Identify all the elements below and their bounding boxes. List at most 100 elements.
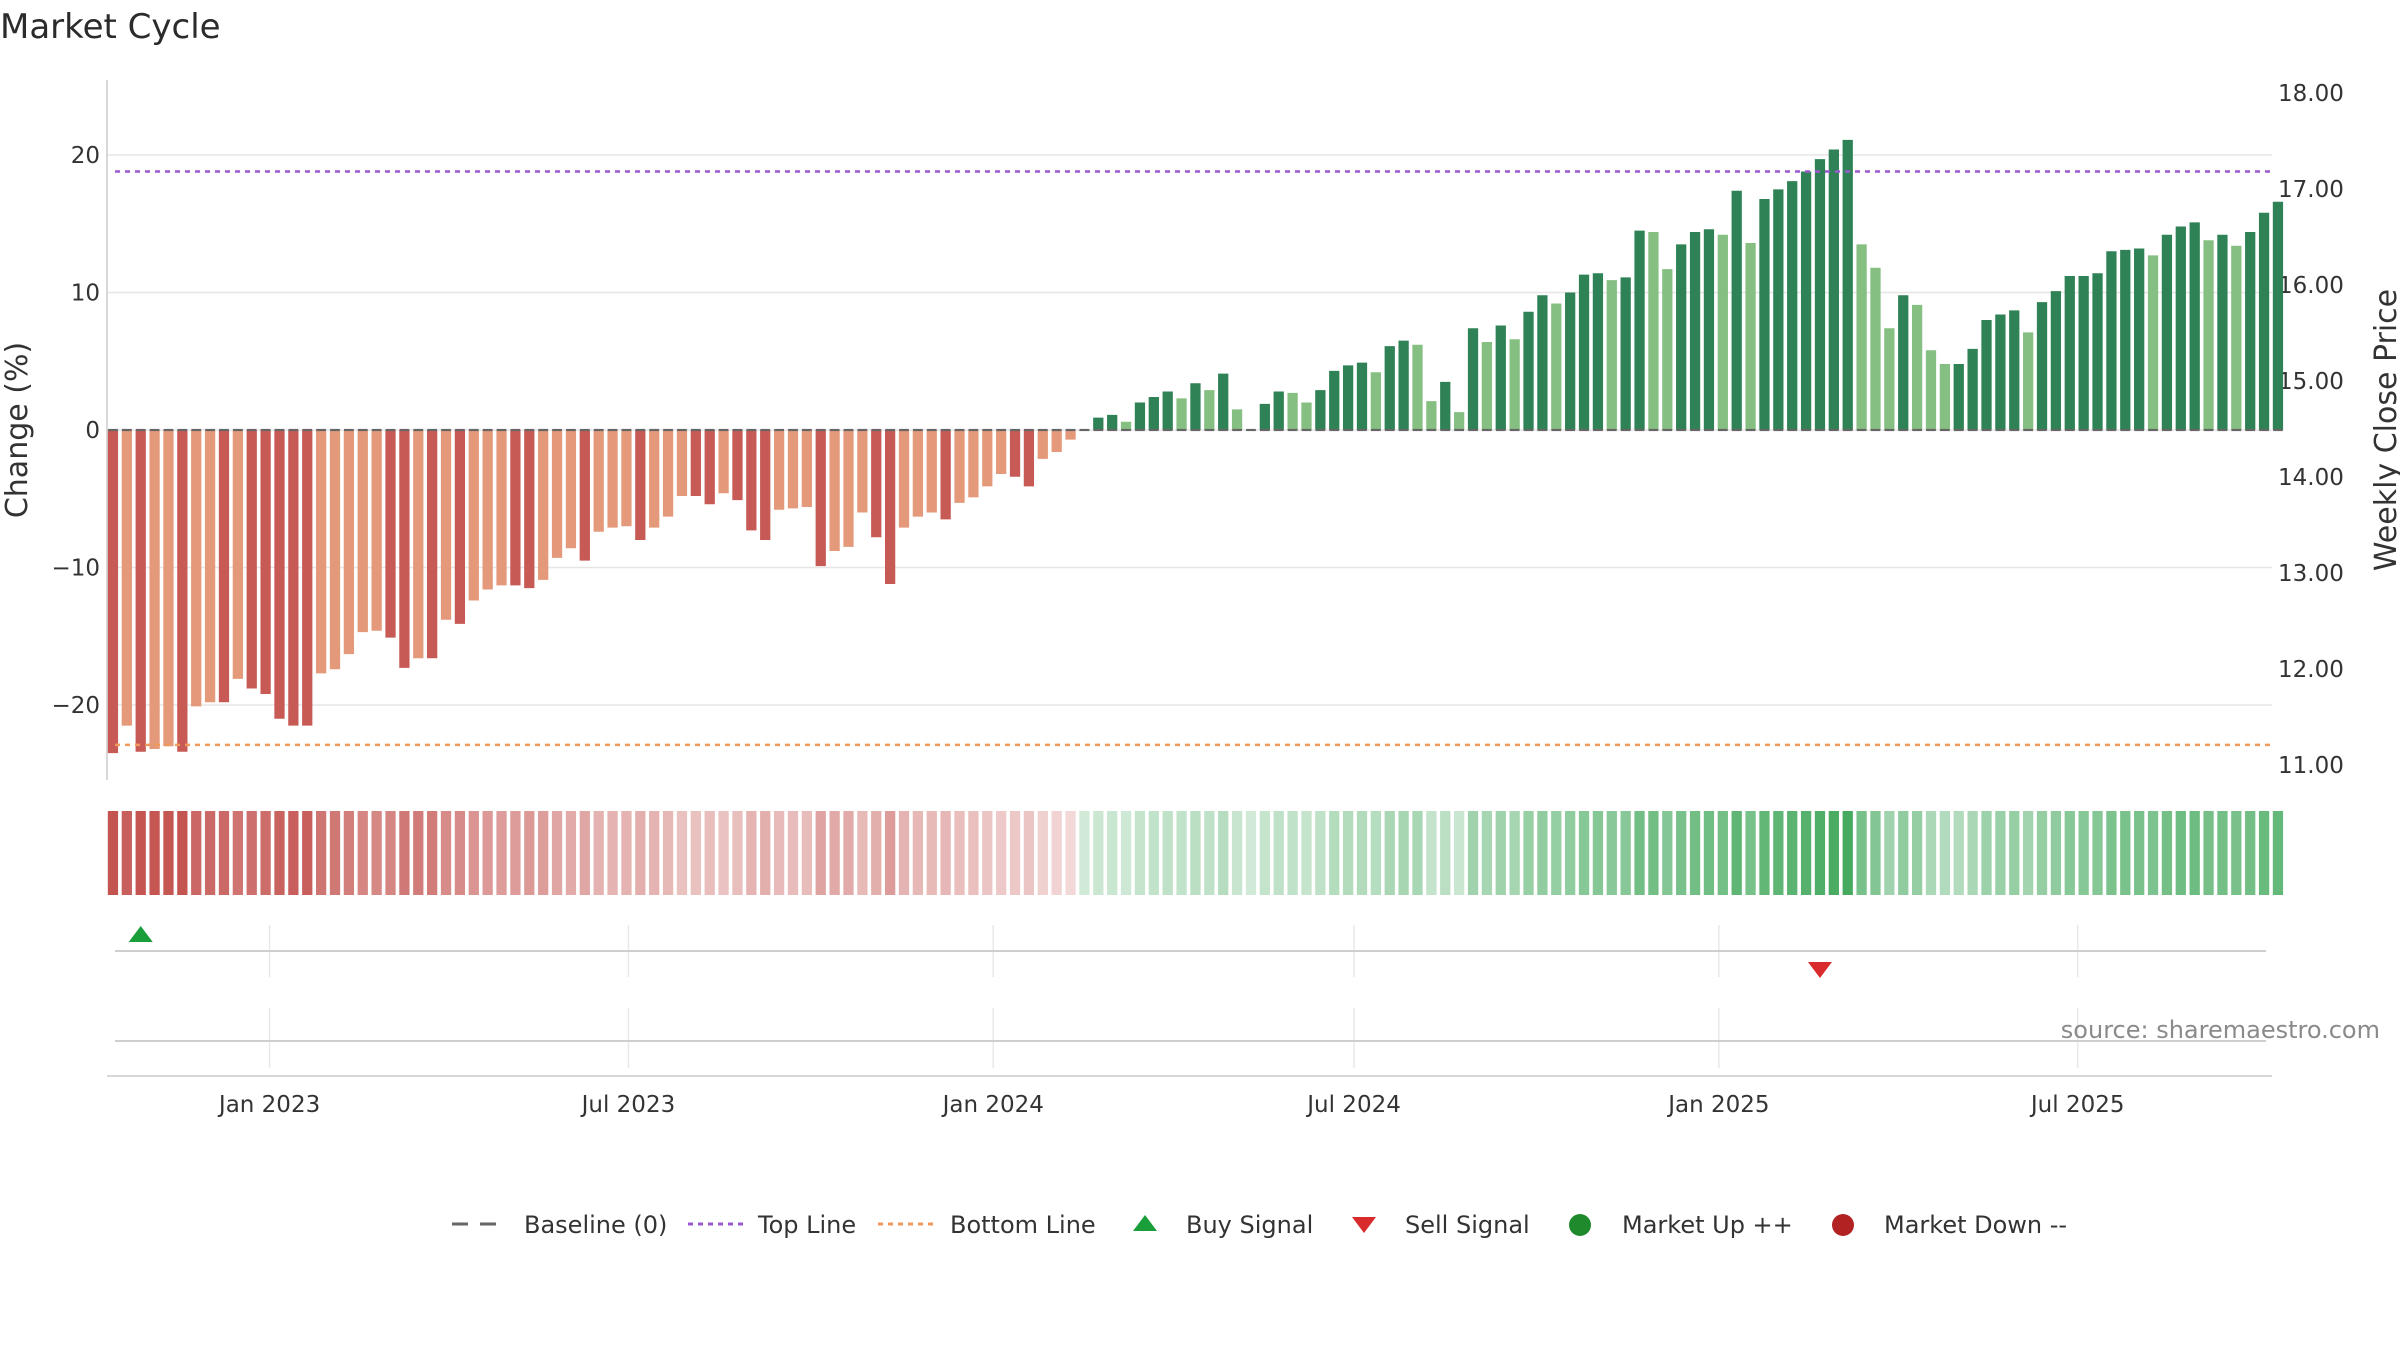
- heat-strip-cell: [371, 811, 382, 895]
- change-bar: [1842, 139, 1853, 430]
- y2-tick-label: 13.00: [2278, 561, 2344, 587]
- heat-strip-cell: [551, 811, 563, 895]
- heat-strip-cell: [1370, 811, 1381, 895]
- change-bar: [1370, 372, 1381, 430]
- heat-strip-cell: [1856, 811, 1867, 895]
- change-bar: [1967, 348, 1978, 430]
- change-bar: [1093, 417, 1104, 430]
- heat-strip-cell: [635, 811, 646, 895]
- change-bar: [551, 430, 563, 558]
- change-bar: [1176, 398, 1187, 430]
- change-bar: [1828, 149, 1839, 430]
- heat-strip-cell: [760, 811, 771, 895]
- change-bar: [2189, 222, 2200, 430]
- change-bar: [427, 430, 438, 659]
- legend-label-baseline: Baseline (0): [524, 1211, 667, 1239]
- legend-label-market-down: Market Down --: [1884, 1211, 2067, 1239]
- heat-strip-cell: [2120, 811, 2131, 895]
- change-bar: [829, 430, 840, 551]
- heat-strip-cell: [1342, 811, 1354, 895]
- change-bar: [607, 430, 618, 528]
- heat-strip-cell: [1648, 811, 1659, 895]
- change-bar: [843, 430, 854, 547]
- legend-item-buy-signal: Buy Signal: [1133, 1211, 1313, 1239]
- heat-strip-cell: [676, 811, 688, 895]
- heat-strip-cell: [1398, 811, 1409, 895]
- change-bar: [1717, 234, 1728, 430]
- change-bar: [1939, 364, 1951, 430]
- heat-strip-cell: [1412, 811, 1423, 895]
- heat-strip-cell: [524, 811, 535, 895]
- heat-strip-cell: [954, 811, 965, 895]
- change-bar: [1204, 390, 1215, 430]
- heat-strip-cell: [815, 811, 826, 895]
- source-label: source: sharemaestro.com: [2061, 1016, 2380, 1044]
- heat-strip-cell: [2272, 811, 2284, 895]
- change-bar: [1745, 243, 1756, 430]
- change-bar: [2161, 234, 2173, 430]
- heat-strip-cell: [1662, 811, 1673, 895]
- change-bar: [343, 430, 355, 655]
- change-bar: [2009, 310, 2020, 430]
- heat-strip-cell: [1453, 811, 1465, 895]
- heat-strip-cell: [649, 811, 660, 895]
- heat-strip-cell: [1634, 811, 1645, 895]
- heat-strip-cell: [1009, 811, 1021, 895]
- heat-strip-cell: [2161, 811, 2173, 895]
- change-bar: [2120, 249, 2131, 430]
- heat-strip-cell: [1037, 811, 1048, 895]
- heat-strip-cell: [1134, 811, 1146, 895]
- change-bar: [787, 430, 799, 509]
- change-bar: [2245, 232, 2256, 430]
- change-bar: [1218, 373, 1229, 430]
- change-bar: [1107, 414, 1118, 430]
- change-bar: [302, 430, 313, 726]
- change-bar: [288, 430, 299, 726]
- change-bar: [204, 430, 216, 703]
- change-bar: [107, 430, 119, 754]
- market-down-icon: [1832, 1214, 1854, 1236]
- y-axis-title: Change (%): [0, 342, 35, 518]
- change-bar: [1342, 365, 1354, 430]
- heat-strip-cell: [1884, 811, 1895, 895]
- change-bar: [2272, 201, 2284, 430]
- heat-strip-cell: [704, 811, 715, 895]
- heat-strip-cell: [968, 811, 979, 895]
- heat-strip-cell: [1467, 811, 1479, 895]
- change-bar: [635, 430, 646, 540]
- heat-strip-cell: [1967, 811, 1978, 895]
- change-bar: [1620, 277, 1631, 430]
- change-bar: [1009, 430, 1021, 477]
- x-tick-label: Jul 2023: [580, 1092, 676, 1118]
- heat-strip-cell: [121, 811, 132, 895]
- change-bar: [1495, 325, 1506, 430]
- heat-strip-cell: [1814, 811, 1826, 895]
- change-bar: [2134, 248, 2145, 430]
- change-bar: [982, 430, 993, 487]
- y-tick-label: −10: [51, 556, 100, 582]
- heat-strip-cell: [2189, 811, 2200, 895]
- heat-strip-cell: [1218, 811, 1229, 895]
- change-bar: [1148, 397, 1159, 430]
- change-bar: [857, 430, 868, 513]
- change-bar: [440, 430, 452, 620]
- y-tick-label: −20: [51, 693, 100, 719]
- y2-tick-label: 16.00: [2278, 273, 2344, 299]
- legend-item-bottom-line: Bottom Line: [878, 1211, 1096, 1239]
- change-bar: [524, 430, 535, 589]
- y-axis-ticks: 20 10 0 −10 −20: [51, 143, 100, 719]
- heat-strip-cell: [690, 811, 701, 895]
- market-panel: source: sharemaestro.com: [115, 1008, 2380, 1068]
- change-bar: [1051, 430, 1062, 452]
- heat-strip-cell: [1676, 811, 1687, 895]
- sell-signal-marker: [1807, 962, 1832, 978]
- heat-strip-cell: [1717, 811, 1728, 895]
- change-bar: [1898, 295, 1909, 430]
- change-bar: [149, 430, 160, 749]
- heat-strip-cell: [510, 811, 521, 895]
- change-bar: [1676, 244, 1687, 430]
- change-bar: [1120, 421, 1132, 430]
- heat-strip-cell: [2245, 811, 2256, 895]
- change-bar: [399, 430, 410, 668]
